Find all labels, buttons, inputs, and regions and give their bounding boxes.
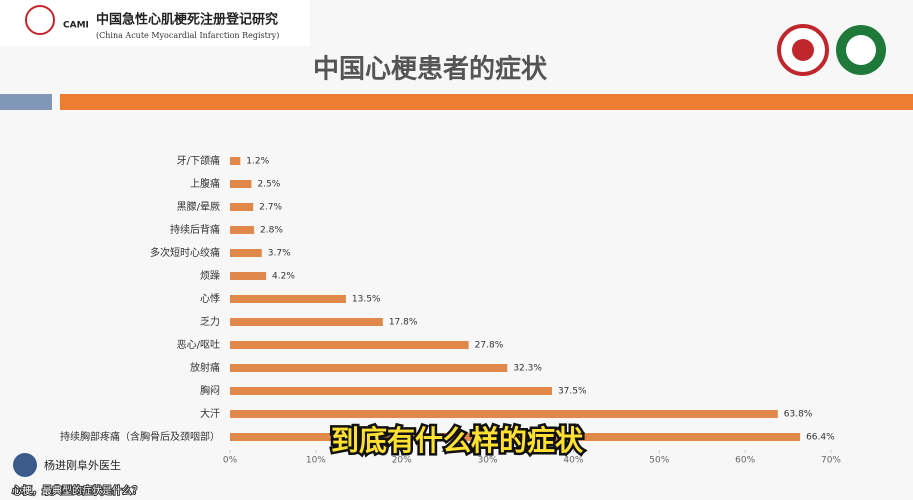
category-label: 多次短时心绞痛 <box>150 246 220 259</box>
bar <box>230 318 383 326</box>
chart: 0% 10% 20% 30% 40% 50% 60% 70% 牙/下颌痛 1.2% 上腹痛 2.5% 黑… <box>60 154 841 466</box>
cami-logo <box>25 5 55 35</box>
x-tick-label: 40% <box>563 456 583 466</box>
value-label: 2.8% <box>260 226 283 236</box>
channel-name: 杨进刚阜外医生 <box>44 458 121 472</box>
value-label: 66.4% <box>806 433 835 443</box>
video-subtitle: 到底有什么样的症状 <box>331 424 584 457</box>
category-label: 心悸 <box>200 292 220 305</box>
accent-bar-blue <box>0 94 52 110</box>
registry-title: 中国急性心肌梗死注册登记研究 <box>96 12 278 28</box>
video-caption: 心梗，最典型的症状是什么？ <box>12 484 142 497</box>
category-label: 牙/下颌痛 <box>177 154 220 167</box>
x-tick-label: 10% <box>306 456 326 466</box>
bar <box>230 272 267 280</box>
registry-subtitle: (China Acute Myocardial Infarction Regis… <box>96 31 279 40</box>
bar <box>230 203 254 211</box>
value-label: 4.2% <box>272 272 295 282</box>
category-label: 恶心/呕吐 <box>177 339 220 351</box>
category-label: 胸闷 <box>200 384 220 397</box>
bar <box>230 226 255 234</box>
category-label: 上腹痛 <box>190 177 220 190</box>
x-tick-label: 30% <box>478 456 498 466</box>
category-label: 持续胸部疼痛（含胸骨后及颈咽部） <box>60 430 220 443</box>
bar <box>230 249 262 257</box>
value-label: 1.2% <box>246 157 269 167</box>
category-label: 大汗 <box>200 407 220 420</box>
logo-text: CAMI <box>63 21 89 31</box>
bar <box>230 410 778 418</box>
logo-red-inner <box>792 39 814 61</box>
bar <box>230 295 346 303</box>
value-label: 32.3% <box>513 364 542 374</box>
x-tick-label: 50% <box>649 456 669 466</box>
bar <box>230 387 552 395</box>
value-label: 3.7% <box>268 249 291 259</box>
category-label: 持续后背痛 <box>170 223 220 236</box>
x-tick-label: 0% <box>223 456 238 466</box>
value-label: 13.5% <box>352 295 381 305</box>
category-label: 烦躁 <box>200 269 220 282</box>
value-label: 63.8% <box>784 410 813 420</box>
category-label: 放射痛 <box>190 361 220 374</box>
value-label: 2.5% <box>257 180 280 190</box>
avatar <box>13 453 37 477</box>
value-label: 27.8% <box>475 341 504 351</box>
accent-bar-orange <box>60 94 913 110</box>
header-box <box>0 0 310 46</box>
bar <box>230 364 508 372</box>
slide-title: 中国心梗患者的症状 <box>313 54 548 85</box>
value-label: 17.8% <box>389 318 418 328</box>
bar <box>230 180 252 188</box>
x-tick-label: 70% <box>821 456 841 466</box>
x-tick-label: 20% <box>392 456 412 466</box>
bar <box>230 157 241 165</box>
value-label: 2.7% <box>259 203 282 213</box>
logo-green-inner <box>846 35 876 65</box>
x-tick-label: 60% <box>735 456 755 466</box>
category-label: 乏力 <box>200 315 220 328</box>
value-label: 37.5% <box>558 387 587 397</box>
category-label: 黑朦/晕厥 <box>177 201 220 213</box>
bar <box>230 341 469 349</box>
bar <box>230 433 801 441</box>
